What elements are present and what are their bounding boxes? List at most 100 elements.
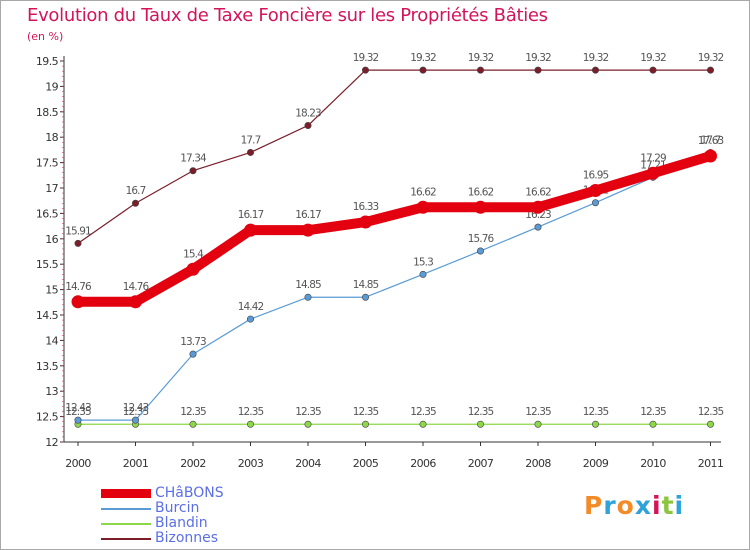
data-point <box>129 295 142 309</box>
data-point <box>476 420 484 428</box>
data-point <box>476 247 484 255</box>
logo-letter: i <box>652 491 662 520</box>
data-point <box>304 122 312 130</box>
legend-swatch <box>101 523 151 525</box>
y-tick-label: 15.5 <box>36 258 59 271</box>
logo-letter: x <box>634 491 652 520</box>
data-label: 19.32 <box>583 52 609 64</box>
y-tick-label: 19.5 <box>36 55 59 68</box>
data-point <box>591 199 599 207</box>
data-label: 12.43 <box>123 402 149 414</box>
data-point <box>534 66 542 74</box>
logo-letter: r <box>603 491 617 520</box>
data-point <box>247 420 255 428</box>
data-point <box>304 293 312 301</box>
y-tick-label: 18 <box>45 131 58 144</box>
logo-letter: i <box>674 491 685 520</box>
x-tick-label: 2005 <box>353 457 379 470</box>
data-label: 15.3 <box>413 256 433 268</box>
y-tick-label: 14 <box>45 334 58 347</box>
data-label: 19.32 <box>640 52 666 64</box>
data-label: 12.35 <box>583 406 609 418</box>
data-label: 19.32 <box>698 52 724 64</box>
x-tick-label: 2003 <box>238 457 264 470</box>
x-tick-label: 2002 <box>180 457 206 470</box>
data-label: 12.35 <box>698 406 724 418</box>
data-point <box>132 199 140 207</box>
data-point <box>416 200 430 214</box>
data-label: 17.29 <box>640 152 666 164</box>
legend-label: Bizonnes <box>155 530 219 546</box>
x-tick-label: 2007 <box>468 457 494 470</box>
y-tick-label: 16 <box>45 233 58 246</box>
y-tick-label: 13.5 <box>36 360 59 373</box>
data-point <box>531 200 545 214</box>
data-point <box>591 420 599 428</box>
y-tick-label: 13 <box>45 385 58 398</box>
data-point <box>646 166 660 180</box>
data-label: 14.76 <box>65 281 92 293</box>
data-label: 12.35 <box>410 406 436 418</box>
logo-letter: P <box>584 491 604 520</box>
y-tick-label: 15 <box>45 284 58 297</box>
chart-title: Evolution du Taux de Taxe Foncière sur l… <box>27 5 548 26</box>
data-point <box>361 66 369 74</box>
x-tick-label: 2001 <box>123 457 149 470</box>
data-point <box>247 148 255 156</box>
data-label: 14.85 <box>353 279 379 291</box>
data-label: 16.17 <box>295 209 321 221</box>
data-label: 16.33 <box>353 201 379 213</box>
legend-label: CHâBONS <box>155 485 224 501</box>
data-label: 19.32 <box>468 52 494 64</box>
data-point <box>476 66 484 74</box>
data-label: 18.23 <box>295 108 321 120</box>
series-line-burcin <box>77 151 712 421</box>
data-point <box>361 293 369 301</box>
data-label: 17.7 <box>701 134 721 146</box>
data-label: 12.35 <box>525 406 551 418</box>
data-label: 19.32 <box>353 52 379 64</box>
data-point <box>591 66 599 74</box>
data-label: 16.62 <box>410 186 436 198</box>
y-tick-label: 12 <box>45 436 58 449</box>
data-label: 17.7 <box>241 134 261 146</box>
data-label: 12.35 <box>640 406 666 418</box>
x-tick-label: 2008 <box>525 457 551 470</box>
data-label: 16.95 <box>583 170 609 182</box>
data-label: 16.62 <box>468 186 494 198</box>
legend-label: Burcin <box>155 500 200 516</box>
data-point <box>304 420 312 428</box>
logo-letter: o <box>616 491 635 520</box>
x-tick-label: 2009 <box>583 457 609 470</box>
data-label: 15.76 <box>468 233 495 245</box>
y-tick-label: 16.5 <box>36 207 59 220</box>
data-point <box>361 420 369 428</box>
data-label: 15.4 <box>183 248 204 260</box>
data-point <box>189 350 197 358</box>
data-point <box>474 200 487 214</box>
x-tick-label: 2000 <box>65 457 91 470</box>
y-tick-label: 19 <box>45 80 58 93</box>
data-point <box>419 270 427 278</box>
data-label: 15.91 <box>65 225 91 237</box>
legend-label: Blandin <box>155 515 208 531</box>
y-tick-label: 18.5 <box>36 106 59 119</box>
data-point <box>189 167 197 175</box>
x-tick-label: 2006 <box>410 457 436 470</box>
data-point <box>534 420 542 428</box>
y-tick-label: 14.5 <box>36 309 59 322</box>
data-point <box>419 66 427 74</box>
chart-subtitle: (en %) <box>27 30 64 43</box>
data-label: 16.62 <box>525 186 551 198</box>
data-label: 19.32 <box>410 52 436 64</box>
data-point <box>534 223 542 231</box>
data-label: 12.35 <box>123 406 149 418</box>
series-line-châbons <box>73 150 716 307</box>
data-point <box>189 420 197 428</box>
series-line-bizonnes <box>77 69 712 244</box>
data-label: 16.7 <box>126 185 146 197</box>
data-label: 16.17 <box>238 209 264 221</box>
data-point <box>649 66 657 74</box>
